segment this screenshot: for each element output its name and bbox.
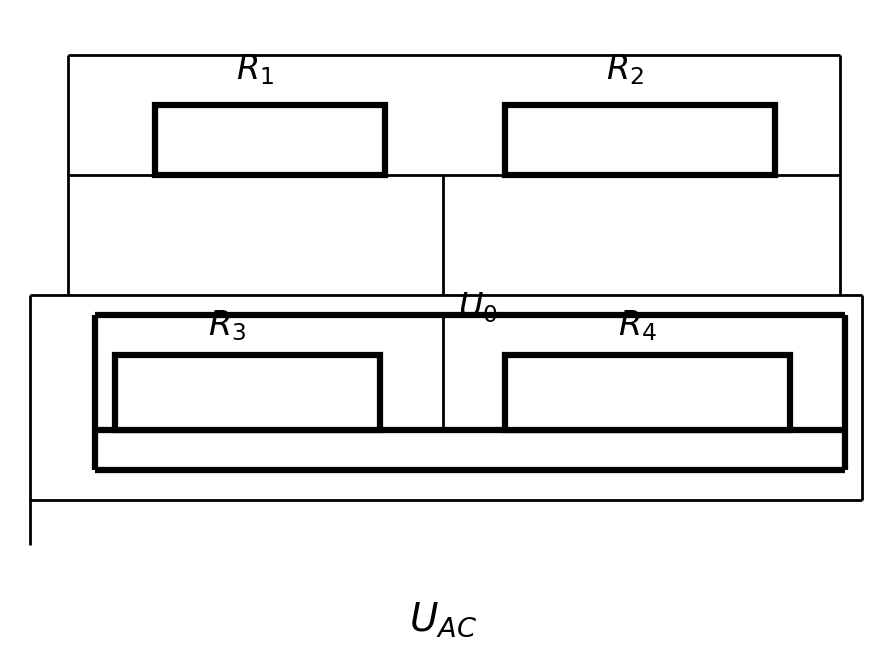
Bar: [155, 105, 385, 175]
Bar: [505, 105, 775, 175]
Text: $R_4$: $R_4$: [618, 308, 657, 343]
Text: $R_3$: $R_3$: [208, 308, 246, 343]
Text: $U_0$: $U_0$: [458, 290, 498, 325]
Bar: [115, 355, 380, 430]
Text: $R_2$: $R_2$: [606, 52, 644, 87]
Bar: [505, 355, 790, 430]
Text: $U_{AC}$: $U_{AC}$: [409, 601, 477, 639]
Text: $R_1$: $R_1$: [236, 52, 274, 87]
